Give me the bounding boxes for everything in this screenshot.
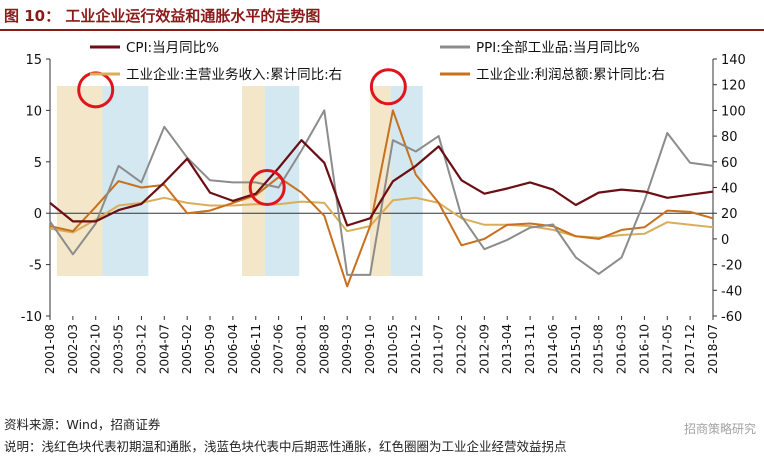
x-tick-label: 2011-07 [432,324,446,374]
x-tick-label: 2013-11 [523,324,537,374]
inflection-circle [369,68,407,106]
x-tick-label: 2018-07 [706,324,720,374]
series-line [49,109,714,276]
x-tick-label: 2009-10 [363,324,377,374]
right-tick-label: 140 [721,53,746,68]
x-tick-label: 2013-04 [500,324,514,374]
left-tick-label: 10 [25,104,42,119]
figure-title: 图 10： 工业企业运行效益和通胀水平的走势图 [4,7,321,25]
right-tick-label: 40 [721,182,738,197]
left-tick-label: 0 [34,207,42,222]
right-tick-label: -40 [721,284,742,299]
x-tick-label: 2007-06 [272,324,286,374]
x-tick-label: 2017-05 [660,324,674,374]
x-tick-label: 2008-08 [317,324,331,374]
legend-label: PPI:全部工业品:当月同比% [476,39,640,56]
shaded-period-warm [370,86,391,276]
x-tick-label: 2014-06 [546,324,560,374]
x-tick-label: 2015-01 [569,324,583,374]
left-tick-label: -10 [21,310,42,325]
x-tick-label: 2016-03 [615,324,629,374]
x-tick-label: 2015-08 [592,324,606,374]
x-tick-label: 2004-07 [157,324,171,374]
source-note: 资料来源：Wind，招商证券 [4,417,161,432]
inflection-circle [248,169,286,206]
x-tick-label: 2005-02 [180,324,194,374]
right-tick-label: 80 [721,130,738,145]
x-tick-label: 2008-01 [294,324,308,374]
shaded-period-warm [242,86,265,276]
right-tick-label: -60 [721,310,742,325]
series-lines [49,109,714,288]
legend: CPI:当月同比% PPI:全部工业品:当月同比% 工业企业:主营业务收入:累计同比… [90,39,665,83]
shaded-period-warm [56,86,103,276]
x-tick-label: 2010-12 [409,324,423,374]
left-tick-label: -5 [29,259,42,274]
x-tick-label: 2006-04 [226,324,240,374]
legend-label: 工业企业:主营业务收入:累计同比:右 [126,66,342,83]
x-tick-label: 2002-03 [66,324,80,374]
left-tick-label: 5 [34,156,42,171]
right-tick-label: 60 [721,156,738,171]
right-tick-label: 0 [721,233,729,248]
right-tick-label: -20 [721,259,742,274]
inflection-circles [77,68,407,206]
title-divider [0,29,764,31]
x-tick-label: 2016-10 [637,324,651,374]
x-tick-label: 2005-09 [203,324,217,374]
legend-label: CPI:当月同比% [126,40,219,56]
x-tick-label: 2006-11 [249,324,263,374]
left-tick-label: 15 [25,53,42,68]
x-tick-label: 2012-09 [477,324,491,374]
x-tick-label: 2009-03 [340,324,354,374]
x-tick-label: 2012-02 [455,324,469,374]
legend-label: 工业企业:利润总额:累计同比:右 [476,66,665,83]
x-tick-label: 2001-08 [43,324,57,374]
x-tick-label: 2010-05 [386,324,400,374]
watermark: 招商策略研究 [683,422,756,436]
right-tick-label: 100 [721,104,746,119]
x-tick-label: 2003-12 [134,324,148,374]
x-tick-label: 2002-10 [89,324,103,374]
shaded-period-cool [390,86,423,276]
description-note: 说明：浅红色块代表初期温和通胀，浅蓝色块代表中后期恶性通胀，红色圈圈为工业企业经… [4,439,567,454]
chart: -10 -5 0 5 10 15 -60 -40 -20 0 20 40 60 80 100 120 140 20… [21,39,746,374]
right-tick-label: 120 [721,79,746,94]
series-line [49,139,714,227]
axes: -10 -5 0 5 10 15 -60 -40 -20 0 20 40 60 80 100 120 140 20… [21,53,746,374]
x-tick-label: 2003-05 [112,324,126,374]
right-tick-label: 20 [721,207,738,222]
x-tick-label: 2017-12 [683,324,697,374]
